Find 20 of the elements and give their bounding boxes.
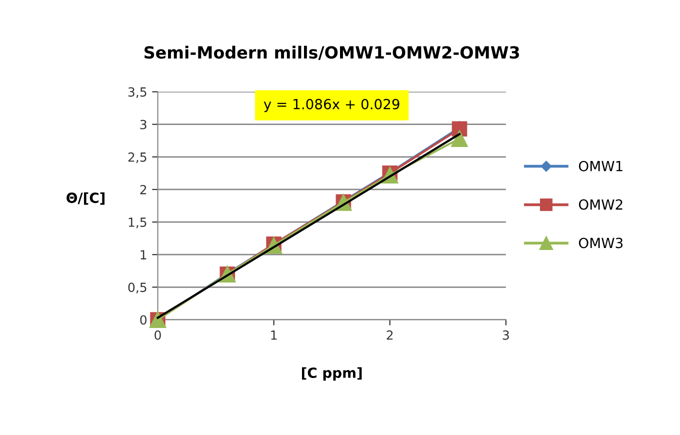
y-tick-label: 3: [140, 120, 146, 130]
y-axis-title: Θ/[C]: [66, 192, 104, 205]
y-tick-label: 2: [140, 184, 146, 194]
y-tick-label: 3,5: [128, 87, 146, 98]
y-tick-label: 1: [140, 250, 146, 260]
y-tick-label: 1,5: [128, 218, 146, 228]
x-tick-label: 1: [271, 330, 277, 340]
annotation: y = 1.086x + 0.029: [264, 98, 400, 112]
y-tick-label: 2,5: [128, 152, 146, 164]
y-tick-label: 0,5: [128, 282, 146, 294]
legend-label: OMW1: [578, 160, 622, 172]
x-axis-title: [C ppm]: [302, 367, 362, 381]
point: [451, 130, 468, 148]
legend-label: OMW2: [578, 199, 622, 210]
legend-label: OMW3: [578, 238, 623, 248]
x-tick-label: 3: [502, 330, 509, 340]
chart-title: Semi-Modern mills/OMW1-OMW2-OMW3: [144, 46, 520, 60]
x-tick-label: 0: [154, 330, 161, 340]
y-tick-label: 0: [140, 315, 147, 325]
x-tick-label: 2: [386, 330, 393, 340]
